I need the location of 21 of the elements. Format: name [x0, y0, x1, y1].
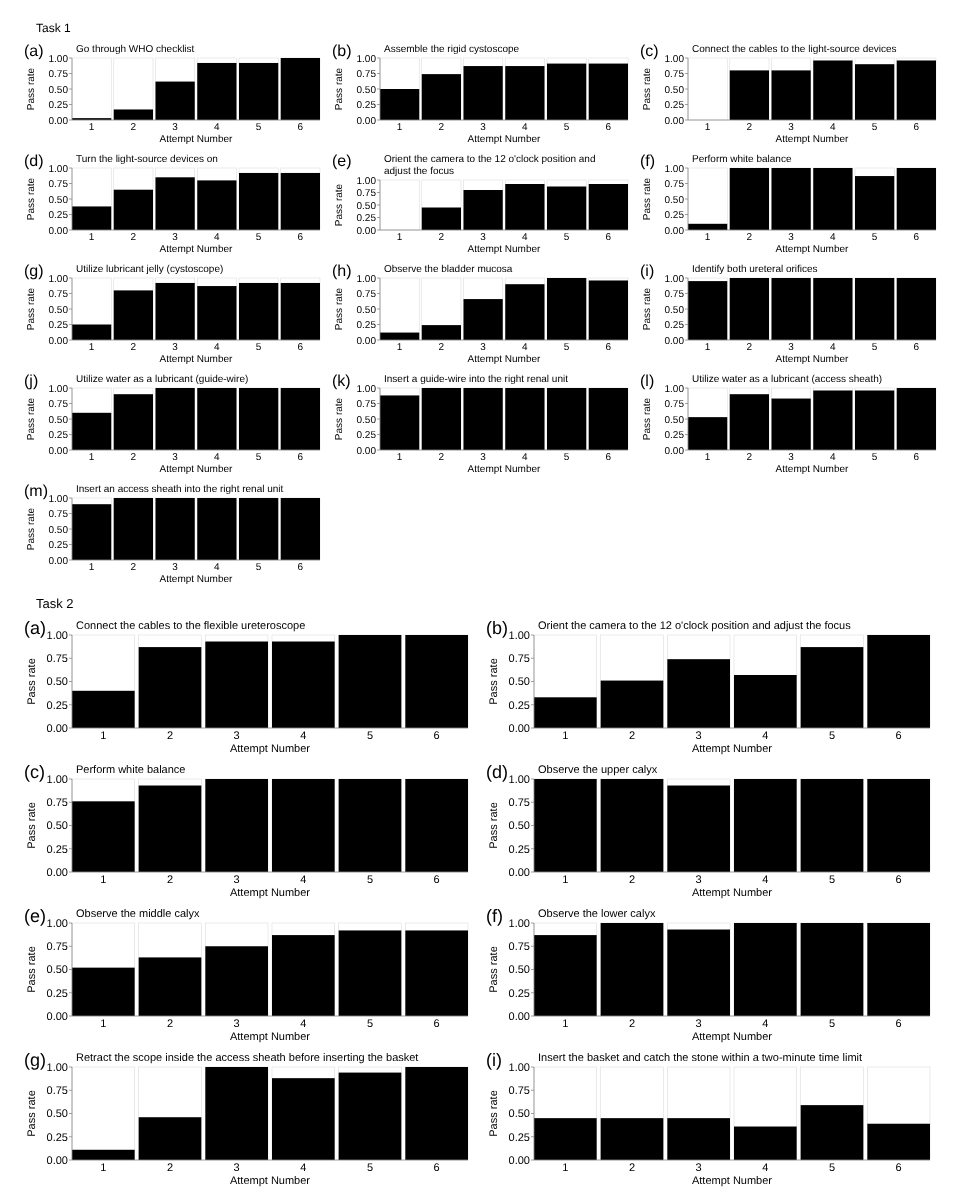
text: (h) [332, 262, 353, 280]
text: (d) [24, 152, 45, 170]
text: (a) [24, 42, 45, 60]
text: (b) [486, 618, 508, 638]
text: (c) [640, 42, 660, 60]
text: (l) [640, 372, 655, 390]
text: (f) [486, 906, 503, 926]
text: (g) [24, 262, 45, 280]
text: (d) [486, 762, 508, 782]
text: (c) [24, 762, 45, 782]
text: (i) [640, 262, 655, 280]
text: (i) [486, 1050, 502, 1070]
text: (e) [332, 152, 353, 170]
text: (j) [24, 372, 39, 390]
text: (a) [24, 618, 46, 638]
text: (e) [24, 906, 46, 926]
text: (g) [24, 1050, 46, 1070]
text: (m) [24, 482, 49, 500]
text: (k) [332, 372, 352, 390]
text: (b) [332, 42, 353, 60]
text: (f) [640, 152, 656, 170]
